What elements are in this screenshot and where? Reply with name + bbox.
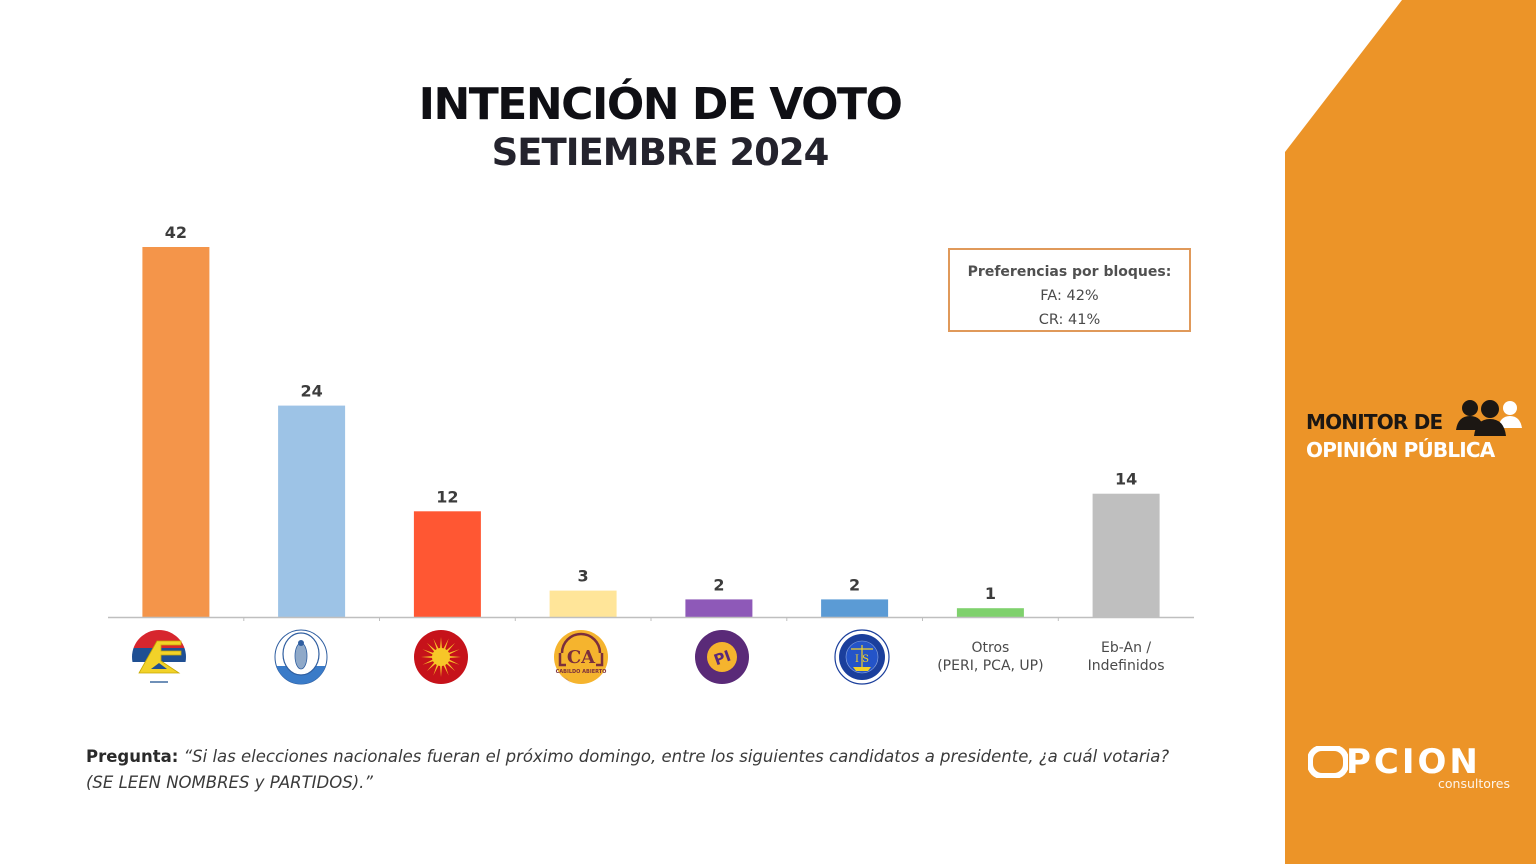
- sidebar-orange-panel: [1285, 0, 1536, 864]
- sun-ray: [443, 638, 449, 650]
- value-label-0: 42: [165, 223, 187, 242]
- sun-ray: [421, 656, 434, 658]
- monitor-logo-line1: MONITOR DE: [1306, 410, 1443, 434]
- identidad-soberana-logo-icon: I S: [834, 629, 890, 685]
- value-label-6: 1: [985, 584, 996, 603]
- bar-1: [278, 405, 346, 617]
- category-labels: Otros (PERI, PCA, UP) Eb-An / Indefinidos: [937, 640, 1164, 674]
- sun-ray: [445, 642, 456, 653]
- sun-ray: [445, 661, 456, 672]
- people-group-icon: [1456, 400, 1522, 436]
- bar-7: [1092, 493, 1160, 617]
- partido-nacional-logo-icon: [274, 629, 328, 685]
- sun-ray: [443, 664, 449, 676]
- opcion-wordmark: PCION: [1346, 742, 1481, 782]
- value-label-3: 3: [578, 567, 589, 586]
- pi-logo-letters: PI: [711, 647, 733, 670]
- question-text: “Si las elecciones nacionales fueran el …: [86, 747, 1170, 792]
- value-label-1: 24: [300, 382, 322, 401]
- sun-ray: [426, 642, 437, 653]
- x-axis-ticks: [243, 617, 1059, 621]
- sun-ray: [440, 664, 442, 677]
- opcion-o-mark-icon: [1308, 746, 1348, 778]
- value-labels: 42 24 12 3 2 2 1 14: [165, 223, 1137, 603]
- blocks-box-title: Preferencias por bloques:: [967, 264, 1172, 280]
- partido-independiente-logo-icon: PI: [695, 630, 749, 684]
- blocks-box-fa: FA: 42%: [1040, 288, 1099, 304]
- category-label-6-line-0: Otros: [971, 640, 1009, 656]
- blocks-preference-box: Preferencias por bloques: FA: 42% CR: 41…: [948, 248, 1191, 332]
- monitor-logo-line2: OPINIÓN PÚBLICA: [1306, 438, 1495, 462]
- sun-ray: [448, 649, 460, 655]
- sun-ray: [433, 664, 439, 676]
- bars-layer: [142, 247, 1160, 617]
- survey-question: Pregunta: “Si las elecciones nacionales …: [86, 744, 1186, 796]
- category-label-7-line-0: Eb-An /: [1101, 640, 1151, 656]
- value-label-5: 2: [849, 575, 860, 594]
- bar-4: [685, 599, 753, 617]
- value-label-4: 2: [713, 575, 724, 594]
- bar-3: [549, 590, 617, 617]
- sun-ray: [422, 659, 434, 665]
- category-label-6-line-1: (PERI, PCA, UP): [937, 658, 1043, 674]
- monitor-opinion-publica-logo: MONITOR DE OPINIÓN PÚBLICA: [1306, 400, 1531, 468]
- value-label-7: 14: [1115, 470, 1137, 489]
- sun-ray: [448, 656, 461, 658]
- sun-ray: [433, 638, 439, 650]
- chart-title: INTENCIÓN DE VOTO: [418, 79, 903, 130]
- bar-2: [413, 511, 481, 617]
- frente-amplio-logo-icon: [132, 630, 186, 684]
- sun-ray: [440, 637, 442, 650]
- sun-ray: [422, 649, 434, 655]
- chart-subtitle: SETIEMBRE 2024: [491, 131, 830, 174]
- partido-colorado-logo-icon: [414, 630, 468, 684]
- bar-chart: 42 24 12 3 2 2 1 14 Otros (PERI, PCA, UP) Eb-An /…: [108, 223, 1194, 685]
- bar-0: [142, 247, 210, 617]
- sun-ray: [448, 659, 460, 665]
- is-logo-letters: I S: [855, 654, 869, 665]
- ca-logo-text: CABILDO ABIERTO: [556, 669, 607, 675]
- bar-6: [956, 608, 1024, 617]
- blocks-box-cr: CR: 41%: [1038, 312, 1101, 328]
- sun-ray: [426, 661, 437, 672]
- value-label-2: 12: [436, 487, 458, 506]
- ca-logo-letters: CA: [567, 647, 596, 668]
- category-label-7-line-1: Indefinidos: [1088, 658, 1165, 674]
- bar-5: [821, 599, 889, 617]
- question-label: Pregunta:: [86, 747, 179, 766]
- opcion-subtitle: consultores: [1438, 776, 1510, 791]
- cabildo-abierto-logo-icon: CA CABILDO ABIERTO: [554, 630, 608, 684]
- opcion-consultores-logo: PCION consultores: [1306, 740, 1516, 796]
